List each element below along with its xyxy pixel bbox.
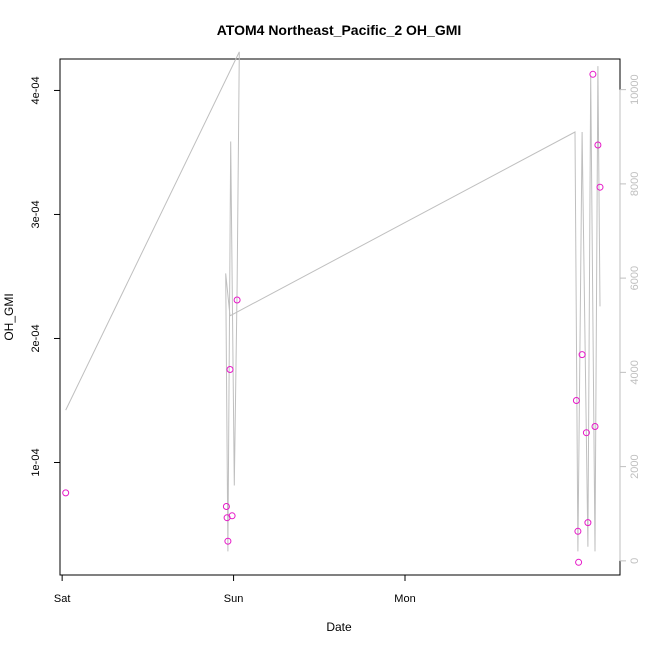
y2-tick-label: 6000: [629, 266, 641, 290]
data-point: [233, 296, 241, 304]
y2-tick-label: 4000: [629, 360, 641, 384]
y-tick-label: 1e-04: [30, 448, 42, 476]
data-point: [222, 503, 230, 510]
y-axis-left: 1e-04 2e-04 3e-04 4e-04: [30, 76, 61, 477]
y-tick-label: 2e-04: [30, 324, 42, 352]
plot-frame: [59, 58, 621, 576]
y-tick-label: 4e-04: [30, 76, 42, 104]
y-axis-right: 0 2000 4000 6000 8000 10000: [619, 74, 641, 564]
altitude-series-line: [65, 51, 601, 552]
data-point: [578, 351, 586, 359]
data-point: [582, 429, 590, 437]
data-point: [575, 558, 583, 566]
data-point: [228, 512, 236, 520]
data-points: [62, 70, 604, 566]
data-point: [594, 141, 602, 149]
altitude-line: [65, 51, 601, 552]
data-point: [589, 70, 597, 78]
chart-title: ATOM4 Northeast_Pacific_2 OH_GMI: [217, 22, 462, 38]
data-point: [62, 489, 70, 497]
data-point: [591, 423, 599, 430]
y-axis-label: OH_GMI: [2, 293, 16, 340]
x-tick-label: Mon: [394, 593, 415, 605]
data-point: [226, 366, 234, 373]
x-axis: Sat Sun Mon: [54, 574, 416, 605]
data-point: [574, 527, 582, 535]
y2-tick-label: 2000: [629, 454, 641, 478]
x-tick-label: Sun: [224, 593, 244, 605]
data-point: [584, 519, 592, 527]
y2-tick-label: 0: [629, 558, 641, 564]
y2-tick-label: 10000: [629, 74, 641, 105]
data-point: [596, 183, 604, 191]
y-tick-label: 3e-04: [30, 200, 42, 228]
data-point: [572, 397, 580, 404]
x-tick-label: Sat: [54, 593, 71, 605]
y2-tick-label: 8000: [629, 172, 641, 196]
data-point: [224, 537, 232, 545]
x-axis-label: Date: [326, 620, 352, 634]
